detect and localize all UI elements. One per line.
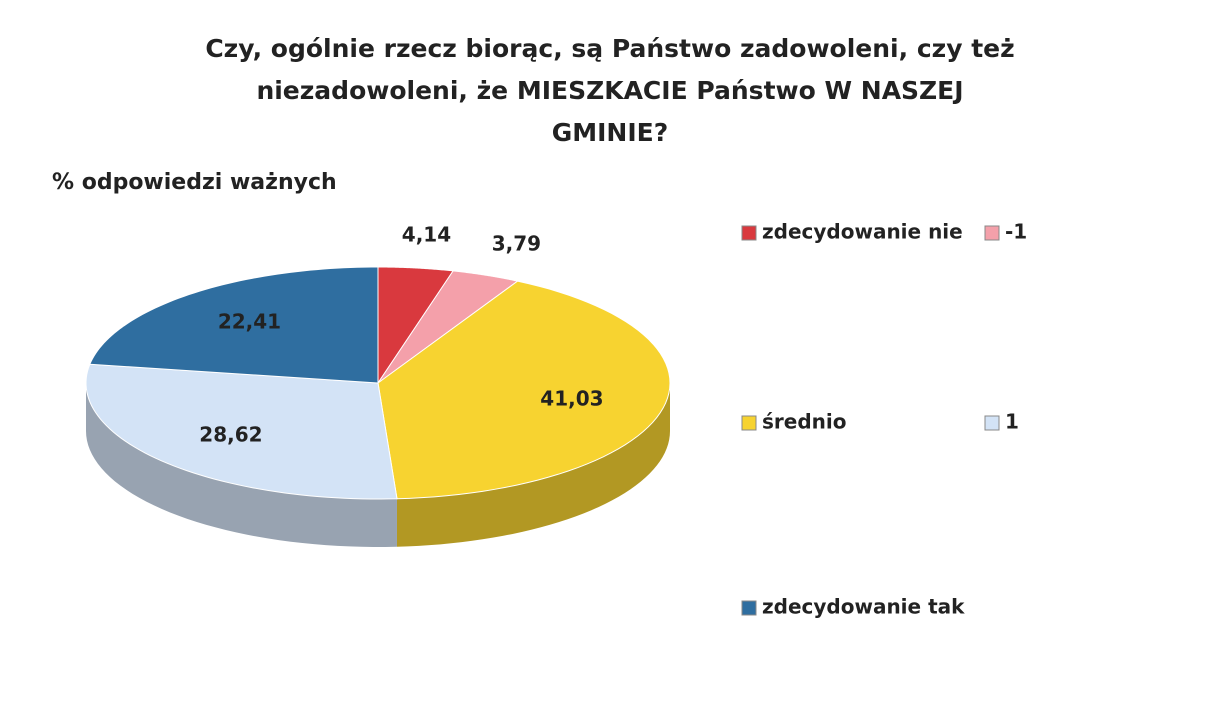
pie-side [86,383,397,547]
data-label: 4,14 [402,222,451,246]
legend-label: 1 [1005,410,1019,434]
legend-label: zdecydowanie nie [762,220,963,244]
legend-swatch [984,415,1000,431]
chart-title: Czy, ogólnie rzecz biorąc, są Państwo za… [205,34,1015,147]
legend-label: zdecydowanie tak [762,595,965,619]
legend-label: średnio [762,410,846,434]
pie-side [396,383,670,547]
data-label: 22,41 [218,309,281,333]
data-label: 41,03 [540,386,603,410]
pie-slice [377,280,671,500]
legend-swatch [984,225,1000,241]
pie-slice [377,270,519,384]
chart-subtitle: % odpowiedzi ważnych [52,170,337,195]
data-label: 3,79 [492,232,541,256]
data-label: 28,62 [199,422,262,446]
legend-label: -1 [1005,220,1027,244]
pie-slice [89,266,379,384]
pie-slice [377,266,454,385]
legend-swatch [741,600,757,616]
pie-slice [85,363,398,500]
legend-swatch [741,415,757,431]
legend-swatch [741,225,757,241]
